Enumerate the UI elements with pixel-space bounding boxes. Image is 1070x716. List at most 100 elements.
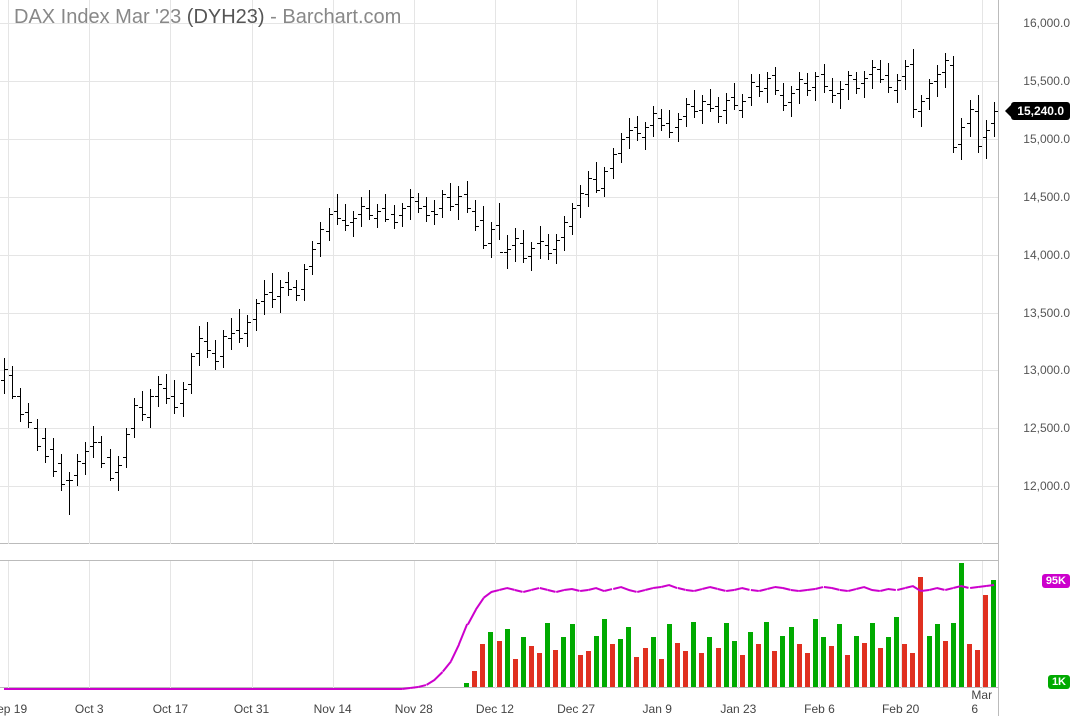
x-tick-label: Jan 9 <box>643 702 672 716</box>
oi-line <box>677 587 686 591</box>
volume-bar <box>910 653 915 687</box>
ohlc-bar <box>604 167 605 197</box>
volume-bar <box>610 644 615 687</box>
ohlc-bar <box>897 74 898 103</box>
oi-line <box>556 589 565 593</box>
volume-bar <box>464 683 469 687</box>
ohlc-bar <box>872 60 873 89</box>
ohlc-bar <box>921 95 922 127</box>
oi-line <box>458 624 468 645</box>
ohlc-bar <box>126 428 127 467</box>
y-tick-label: 12,000.0 <box>1012 479 1070 493</box>
ohlc-bar <box>45 428 46 463</box>
volume-bar <box>821 637 826 687</box>
ohlc-bar <box>191 353 192 394</box>
ohlc-bar <box>353 211 354 238</box>
ohlc-bar <box>970 100 971 137</box>
title-symbol: (DYH23) <box>187 6 265 28</box>
ohlc-bar <box>653 106 654 136</box>
ohlc-bar <box>93 426 94 458</box>
ohlc-bar <box>239 309 240 343</box>
ohlc-bar <box>702 95 703 124</box>
volume-bar <box>732 641 737 687</box>
x-tick-label: Oct 31 <box>234 702 269 716</box>
ohlc-bar <box>329 208 330 240</box>
ohlc-bar <box>588 171 589 207</box>
ohlc-bar <box>880 60 881 83</box>
price-pane[interactable] <box>0 0 998 544</box>
volume-bar <box>772 651 777 687</box>
ohlc-bar <box>442 190 443 218</box>
volume-bar <box>634 657 639 687</box>
oi-line <box>442 661 452 672</box>
volume-bar <box>578 655 583 687</box>
ohlc-bar <box>767 72 768 103</box>
volume-bar <box>975 650 980 687</box>
ohlc-bar <box>483 206 484 249</box>
ohlc-bar <box>183 382 184 417</box>
oi-line <box>410 686 418 689</box>
volume-bar <box>683 651 688 687</box>
ohlc-bar <box>742 94 743 118</box>
ohlc-bar <box>978 95 979 153</box>
volume-bar <box>699 653 704 687</box>
volume-bar <box>991 580 996 687</box>
volume-bar <box>886 637 891 687</box>
oi-line <box>759 588 768 592</box>
x-axis: Sep 19Oct 3Oct 17Oct 31Nov 14Nov 28Dec 1… <box>0 690 998 716</box>
x-tick-label: Feb 20 <box>882 702 919 716</box>
ohlc-bar <box>491 222 492 258</box>
ohlc-bar <box>499 203 500 240</box>
volume-bar <box>561 637 566 687</box>
oi-line <box>694 588 703 592</box>
volume-bar <box>675 643 680 687</box>
ohlc-bar <box>905 60 906 90</box>
volume-bar <box>521 637 526 687</box>
volume-bar <box>983 595 988 687</box>
volume-bar <box>943 641 948 687</box>
volume-bar <box>594 636 599 687</box>
ohlc-bar <box>686 98 687 127</box>
volume-bar <box>813 619 818 687</box>
ohlc-bar <box>848 71 849 100</box>
ohlc-bar <box>20 388 21 423</box>
ohlc-bar <box>467 181 468 213</box>
chart-wrap: DAX Index Mar '23 (DYH23) - Barchart.com… <box>0 0 1070 716</box>
volume-bar <box>789 627 794 687</box>
x-tick-label: Nov 28 <box>395 702 433 716</box>
y-tick-label: 12,500.0 <box>1012 421 1070 435</box>
ohlc-bar <box>945 53 946 88</box>
oi-line <box>475 597 485 610</box>
ohlc-bar <box>134 398 135 437</box>
ohlc-bar <box>824 64 825 93</box>
oi-line <box>434 671 444 680</box>
ohlc-bar <box>556 234 557 264</box>
volume-bar <box>724 623 729 687</box>
ohlc-bar <box>37 419 38 451</box>
ohlc-bar <box>734 83 735 110</box>
volume-pane[interactable] <box>0 560 998 688</box>
oi-line <box>888 588 896 591</box>
volume-bar <box>829 646 834 687</box>
oi-line <box>742 587 751 591</box>
volume-bar <box>837 624 842 687</box>
volume-bar <box>553 650 558 687</box>
ohlc-bar <box>296 280 297 301</box>
volume-bar <box>805 653 810 687</box>
x-tick-label: Oct 3 <box>75 702 104 716</box>
y-axis: 12,000.012,500.013,000.013,500.014,000.0… <box>998 0 1070 716</box>
ohlc-bar <box>28 403 29 428</box>
ohlc-bar <box>410 189 411 220</box>
ohlc-bar <box>840 81 841 109</box>
y-tick-label: 14,500.0 <box>1012 190 1070 204</box>
volume-bar <box>854 636 859 687</box>
volume-bar <box>716 648 721 687</box>
ohlc-bar <box>426 197 427 222</box>
volume-bar <box>497 641 502 687</box>
vol-badge: 1K <box>1048 675 1070 689</box>
ohlc-bar <box>531 242 532 271</box>
ohlc-bar <box>661 109 662 131</box>
ohlc-bar <box>320 222 321 257</box>
ohlc-bar <box>158 376 159 407</box>
volume-bar <box>764 622 769 687</box>
